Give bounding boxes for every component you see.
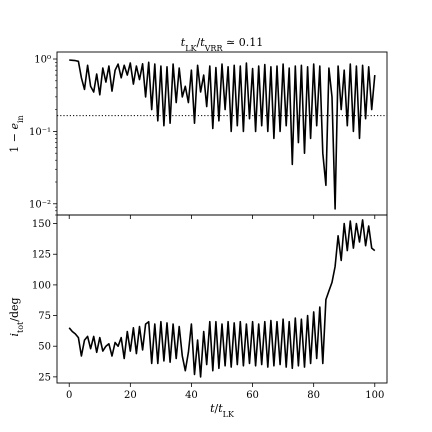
x-tick-label: 60	[246, 390, 259, 401]
top-y-tick-label: 10⁰	[34, 55, 51, 66]
bottom-y-axis-label: itot/deg	[8, 297, 25, 336]
bottom-y-tick-label: 25	[38, 372, 51, 383]
x-axis-label: t/tLK	[210, 402, 235, 419]
top-series-line	[69, 59, 376, 210]
top-panel: 10⁻² 10⁻¹ 10⁰	[29, 51, 388, 219]
top-y-tick-label: 10⁻¹	[29, 127, 51, 138]
bottom-y-tick-label: 100	[32, 280, 51, 291]
top-y-tick-label: 10⁻²	[29, 199, 51, 210]
bottom-axes-frame	[56, 214, 388, 384]
bottom-series-line	[68, 219, 376, 378]
top-y-axis-label: 1 − ein	[8, 115, 25, 152]
x-tick-label: 40	[185, 390, 198, 401]
bottom-y-tick-label: 150	[32, 219, 51, 230]
bottom-panel: 25 50 75 100 125 150 0 20 40 60 80 100	[32, 214, 388, 401]
bottom-y-tick-label: 50	[38, 342, 51, 353]
x-tick-label: 0	[66, 390, 72, 401]
bottom-y-tick-label: 75	[38, 311, 51, 322]
bottom-y-tick-label: 125	[32, 250, 51, 261]
chart-title: tLK/tVRR ≃ 0.11	[181, 36, 263, 53]
x-tick-label: 20	[124, 390, 137, 401]
x-tick-label: 100	[365, 390, 384, 401]
x-tick-label: 80	[307, 390, 320, 401]
